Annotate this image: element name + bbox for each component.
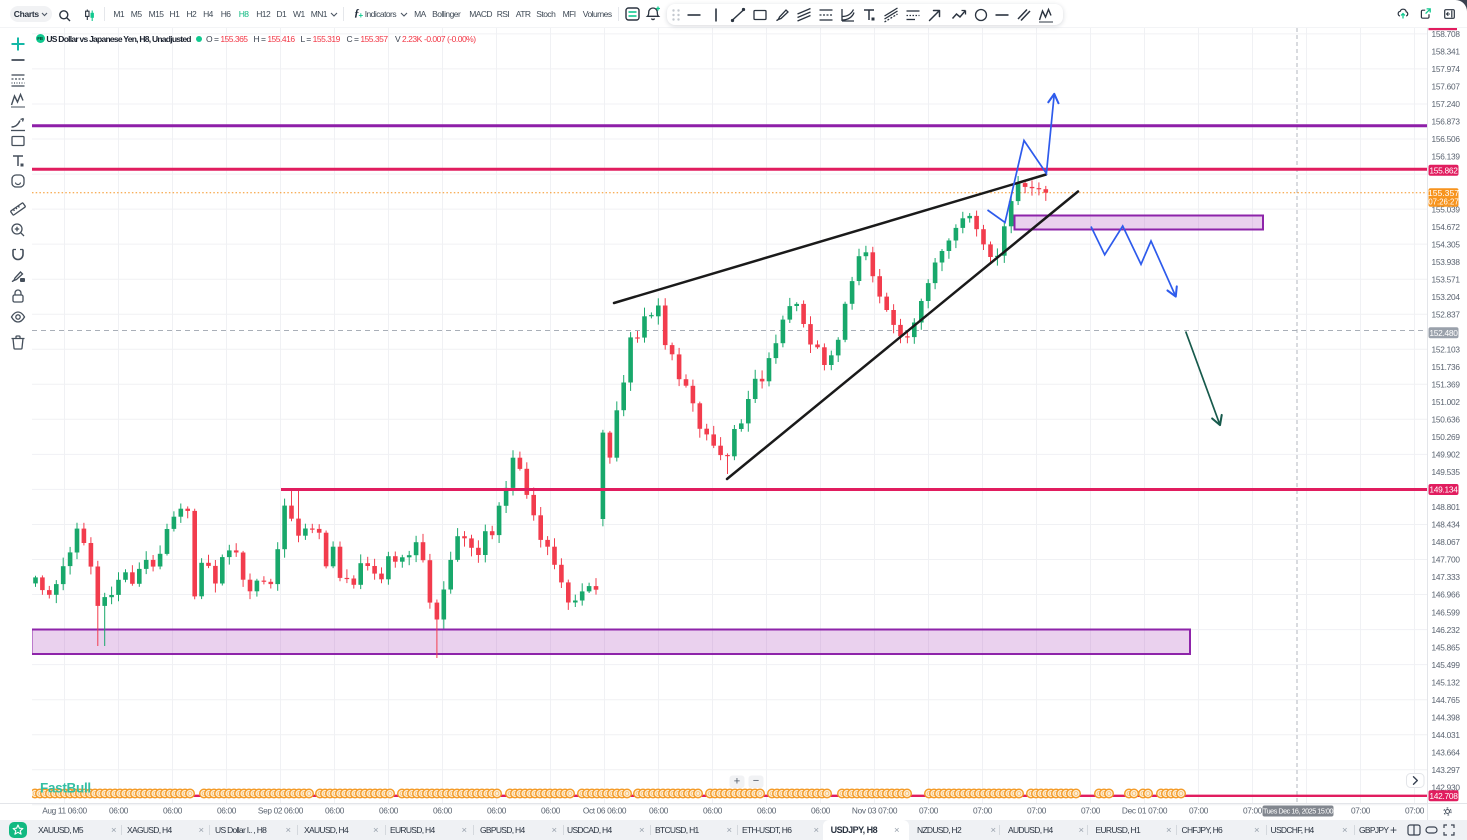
svg-text:06:00: 06:00 (379, 806, 399, 816)
svg-text:153.204: 153.204 (1432, 292, 1461, 302)
svg-text:06:00: 06:00 (703, 806, 723, 816)
svg-text:06:00: 06:00 (163, 806, 183, 816)
svg-text:07:00: 07:00 (1027, 806, 1047, 816)
svg-text:07:26:27: 07:26:27 (1428, 198, 1458, 207)
svg-text:150.269: 150.269 (1432, 432, 1461, 442)
svg-text:156.139: 156.139 (1432, 152, 1461, 162)
svg-text:Dec 01 07:00: Dec 01 07:00 (1122, 806, 1168, 816)
svg-text:155.357: 155.357 (1428, 188, 1459, 198)
svg-text:Tues Dec 16, 2025 15:00: Tues Dec 16, 2025 15:00 (1263, 807, 1334, 816)
svg-text:Sep 02 06:00: Sep 02 06:00 (258, 806, 304, 816)
svg-text:07:00: 07:00 (1405, 806, 1425, 816)
svg-text:07:00: 07:00 (973, 806, 993, 816)
svg-text:145.499: 145.499 (1432, 660, 1461, 670)
svg-text:151.002: 151.002 (1432, 397, 1461, 407)
svg-text:FastBull: FastBull (40, 781, 91, 796)
svg-text:154.305: 154.305 (1432, 239, 1461, 249)
svg-text:157.607: 157.607 (1432, 82, 1461, 92)
svg-text:152.103: 152.103 (1432, 345, 1461, 355)
svg-text:06:00: 06:00 (325, 806, 345, 816)
svg-text:06:00: 06:00 (649, 806, 669, 816)
svg-text:155.862: 155.862 (1429, 165, 1458, 175)
svg-text:144.765: 144.765 (1432, 695, 1461, 705)
svg-text:06:00: 06:00 (433, 806, 453, 816)
svg-text:152.480: 152.480 (1429, 328, 1458, 338)
svg-text:150.636: 150.636 (1432, 415, 1461, 425)
svg-text:Aug 11 06:00: Aug 11 06:00 (42, 806, 87, 816)
svg-text:151.736: 151.736 (1432, 362, 1461, 372)
svg-text:153.938: 153.938 (1432, 257, 1461, 267)
svg-text:156.506: 156.506 (1432, 134, 1461, 144)
svg-text:06:00: 06:00 (541, 806, 561, 816)
svg-text:07:00: 07:00 (919, 806, 939, 816)
svg-text:153.571: 153.571 (1432, 274, 1461, 284)
svg-text:146.599: 146.599 (1432, 607, 1461, 617)
svg-text:147.333: 147.333 (1432, 572, 1461, 582)
svg-text:143.664: 143.664 (1432, 747, 1461, 757)
svg-text:07:00: 07:00 (1351, 806, 1371, 816)
svg-text:145.865: 145.865 (1432, 642, 1461, 652)
svg-text:Nov 03 07:00: Nov 03 07:00 (852, 806, 898, 816)
svg-text:149.134: 149.134 (1429, 485, 1458, 495)
svg-text:Oct 06 06:00: Oct 06 06:00 (583, 806, 627, 816)
svg-text:142.708: 142.708 (1429, 791, 1458, 801)
svg-text:06:00: 06:00 (757, 806, 777, 816)
svg-text:158.341: 158.341 (1432, 47, 1461, 57)
svg-text:142.930: 142.930 (1432, 783, 1461, 793)
svg-text:157.240: 157.240 (1432, 99, 1461, 109)
svg-text:144.031: 144.031 (1432, 730, 1461, 740)
svg-text:06:00: 06:00 (109, 806, 129, 816)
svg-text:07:00: 07:00 (1081, 806, 1101, 816)
svg-text:144.398: 144.398 (1432, 712, 1461, 722)
svg-text:148.434: 148.434 (1432, 520, 1461, 530)
svg-text:143.297: 143.297 (1432, 765, 1461, 775)
svg-text:158.708: 158.708 (1432, 29, 1461, 39)
svg-text:07:00: 07:00 (1189, 806, 1209, 816)
svg-text:147.700: 147.700 (1432, 555, 1461, 565)
svg-text:06:00: 06:00 (217, 806, 237, 816)
svg-text:152.837: 152.837 (1432, 309, 1461, 319)
svg-text:154.672: 154.672 (1432, 222, 1461, 232)
svg-text:+: + (734, 776, 740, 788)
svg-text:157.974: 157.974 (1432, 64, 1461, 74)
svg-text:145.132: 145.132 (1432, 677, 1461, 687)
svg-text:148.067: 148.067 (1432, 537, 1461, 547)
svg-text:146.232: 146.232 (1432, 625, 1461, 635)
svg-text:151.369: 151.369 (1432, 380, 1461, 390)
svg-text:06:00: 06:00 (811, 806, 831, 816)
svg-text:07:00: 07:00 (1243, 806, 1263, 816)
svg-text:−: − (753, 775, 759, 787)
svg-text:156.873: 156.873 (1432, 117, 1461, 127)
svg-text:06:00: 06:00 (487, 806, 507, 816)
svg-text:155.039: 155.039 (1432, 204, 1461, 214)
svg-text:148.801: 148.801 (1432, 502, 1461, 512)
svg-text:146.966: 146.966 (1432, 590, 1461, 600)
svg-text:149.535: 149.535 (1432, 467, 1461, 477)
svg-text:149.902: 149.902 (1432, 450, 1461, 460)
